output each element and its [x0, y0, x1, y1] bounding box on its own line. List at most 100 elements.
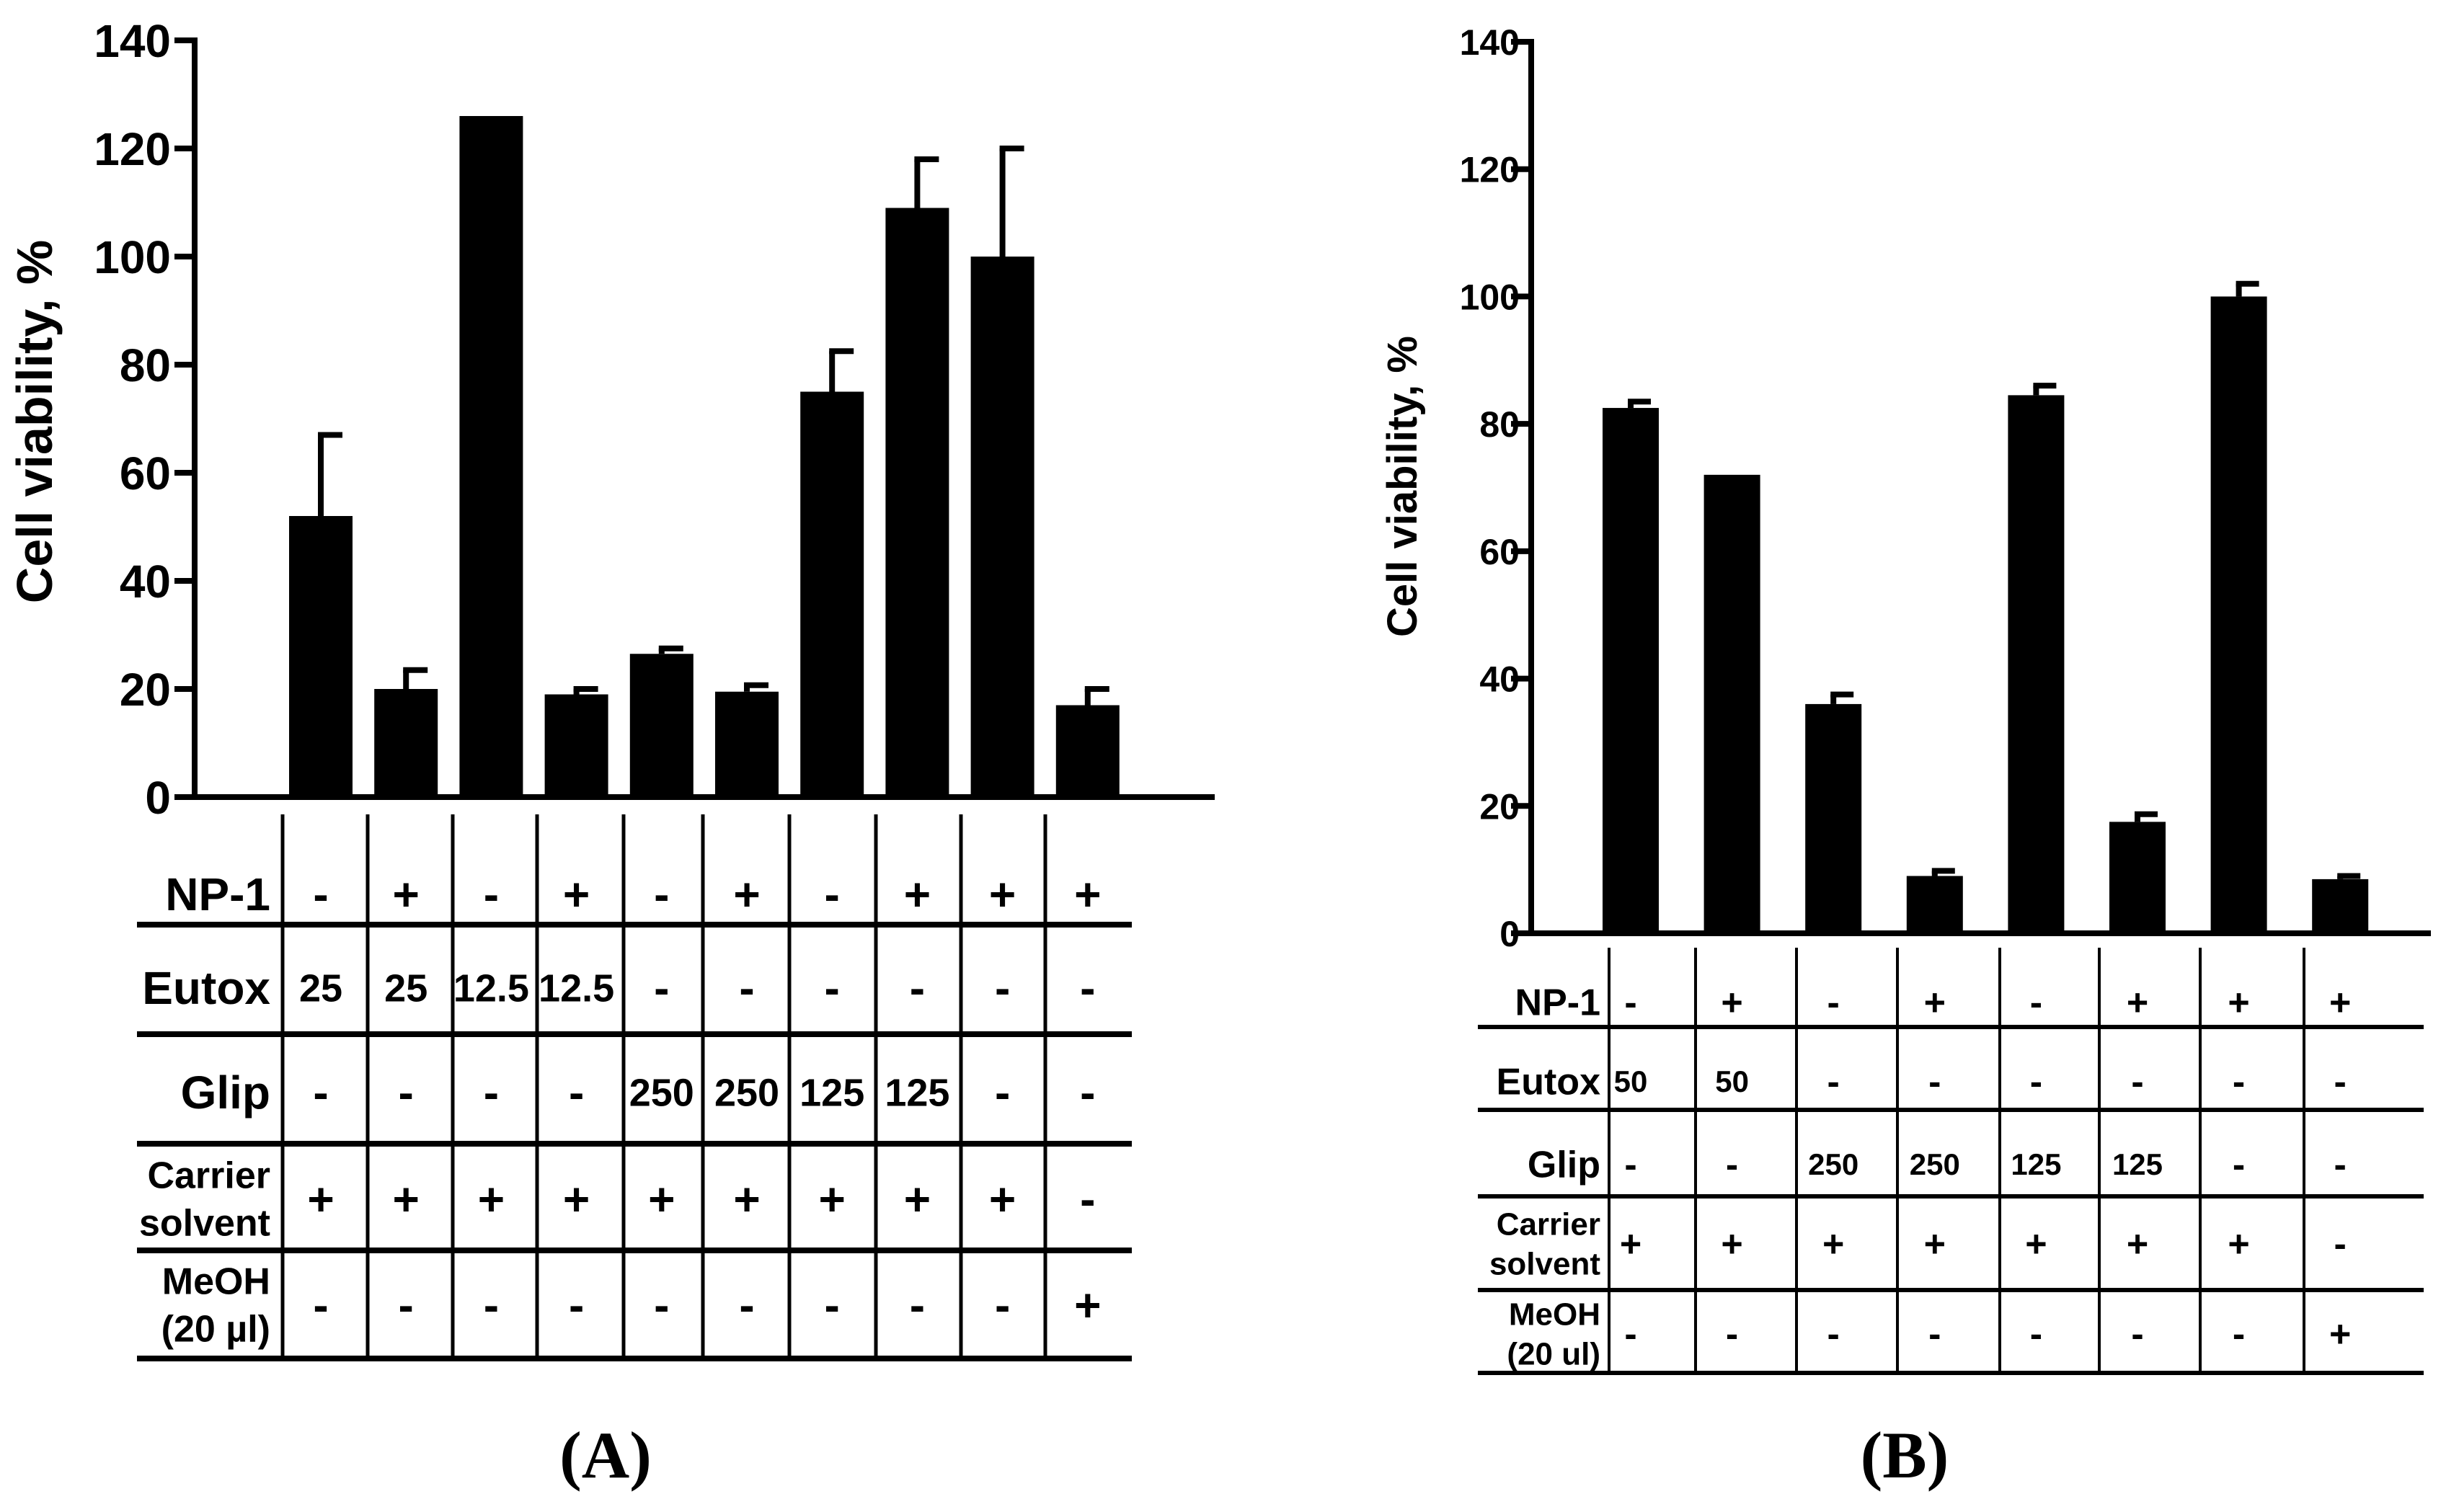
bar	[715, 691, 779, 797]
y-tick-label: 100	[94, 231, 171, 283]
table-cell: +	[904, 868, 931, 920]
row-label: Carrier	[1497, 1206, 1600, 1242]
bar	[1805, 703, 1862, 933]
y-tick-label: 40	[1479, 659, 1520, 700]
table-cell: -	[399, 1067, 414, 1119]
row-label: solvent	[1489, 1246, 1600, 1281]
table-cell: -	[654, 868, 669, 920]
table-cell: 50	[1715, 1064, 1749, 1098]
table-cell: +	[1822, 1224, 1844, 1266]
y-tick-label: 140	[94, 15, 171, 67]
table-cell: -	[995, 1067, 1010, 1119]
table-cell: -	[2030, 1062, 2042, 1103]
table-cell: +	[989, 1173, 1016, 1225]
table-cell: +	[478, 1173, 505, 1225]
bar	[374, 689, 438, 797]
bar	[459, 116, 523, 797]
panel-label: (B)	[1861, 1418, 1949, 1492]
table-cell: +	[1074, 868, 1101, 920]
row-label: Glip	[1528, 1144, 1600, 1186]
row-label: solvent	[139, 1203, 270, 1245]
table-cell: +	[2228, 982, 2249, 1024]
row-label: (20 µl)	[161, 1309, 270, 1351]
table-cell: 25	[384, 966, 427, 1010]
table-cell: +	[563, 1173, 590, 1225]
bar	[1906, 876, 1963, 933]
table-cell: 125	[2112, 1147, 2163, 1181]
table-cell: 12.5	[539, 966, 614, 1010]
table-cell: -	[1827, 1062, 1840, 1103]
panel-label: (A)	[559, 1418, 652, 1492]
table-cell: +	[989, 868, 1016, 920]
table-cell: +	[1924, 1224, 1946, 1266]
y-tick-label: 20	[120, 664, 171, 716]
table-cell: -	[2233, 1314, 2245, 1356]
table-cell: -	[1928, 1314, 1941, 1356]
table-cell: -	[825, 1279, 840, 1331]
bar	[1703, 474, 1760, 933]
table-cell: -	[825, 868, 840, 920]
table-cell: -	[569, 1067, 584, 1119]
table-cell: -	[2334, 1224, 2347, 1266]
table-cell: -	[995, 1279, 1010, 1331]
table-cell: +	[648, 1173, 675, 1225]
table-cell: -	[484, 1067, 499, 1119]
table-cell: -	[569, 1279, 584, 1331]
row-label: (20 ul)	[1507, 1336, 1600, 1371]
table-cell: -	[2334, 1062, 2347, 1103]
table-cell: -	[2030, 982, 2042, 1024]
table-cell: +	[1924, 982, 1946, 1024]
y-tick-label: 40	[120, 556, 171, 608]
row-label: Carrier	[147, 1155, 270, 1197]
table-cell: 250	[629, 1071, 694, 1114]
y-tick-label: 80	[1479, 404, 1520, 445]
table-cell: -	[1726, 1144, 1738, 1186]
y-axis-label: Cell viability, %	[6, 240, 63, 603]
row-label: Eutox	[1497, 1062, 1601, 1103]
table-cell: -	[484, 868, 499, 920]
row-label: NP-1	[165, 868, 270, 920]
row-label: MeOH	[162, 1261, 270, 1303]
table-cell: +	[307, 1173, 334, 1225]
table-cell: 250	[1910, 1147, 1960, 1181]
bar	[1055, 705, 1120, 797]
table-cell: -	[1928, 1062, 1941, 1103]
table-cell: -	[910, 962, 925, 1014]
row-label: NP-1	[1515, 982, 1600, 1024]
y-tick-label: 120	[94, 123, 171, 175]
y-axis-label: Cell viability, %	[1379, 336, 1426, 637]
table-cell: 125	[885, 1071, 949, 1114]
table-cell: -	[1827, 1314, 1840, 1356]
y-tick-label: 80	[120, 339, 171, 391]
table-cell: +	[2329, 1314, 2351, 1356]
table-cell: -	[2334, 1144, 2347, 1186]
table-cell: 12.5	[453, 966, 529, 1010]
table-cell: -	[910, 1279, 925, 1331]
row-label: Eutox	[142, 962, 270, 1014]
bar	[289, 516, 353, 797]
y-tick-label: 60	[120, 448, 171, 499]
table-cell: +	[563, 868, 590, 920]
bar	[2210, 296, 2267, 933]
table-cell: -	[313, 868, 328, 920]
table-cell: -	[654, 1279, 669, 1331]
y-tick-label: 140	[1460, 22, 1520, 63]
table-cell: -	[313, 1067, 328, 1119]
bar	[629, 654, 694, 797]
table-cell: -	[1624, 1144, 1636, 1186]
bar	[970, 257, 1034, 797]
table-cell: 250	[714, 1071, 779, 1114]
table-cell: +	[393, 868, 420, 920]
table-cell: -	[1080, 1173, 1095, 1225]
table-cell: -	[654, 962, 669, 1014]
table-cell: +	[819, 1173, 846, 1225]
bar	[800, 391, 864, 797]
table-cell: 50	[1614, 1064, 1648, 1098]
table-cell: +	[1620, 1224, 1641, 1266]
table-cell: -	[313, 1279, 328, 1331]
table-cell: +	[2025, 1224, 2047, 1266]
table-cell: -	[2131, 1314, 2143, 1356]
